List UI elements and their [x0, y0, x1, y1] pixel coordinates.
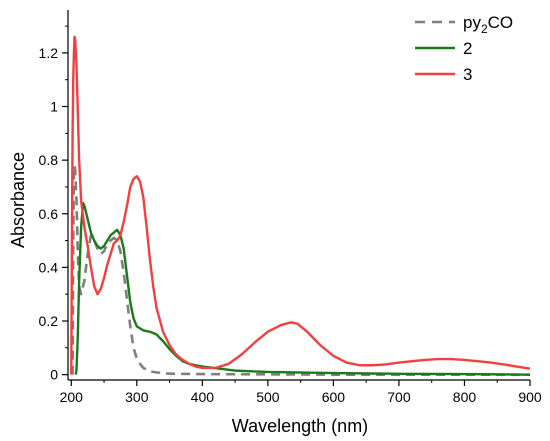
- y-axis-label: Absorbance: [8, 152, 28, 248]
- legend-label-3: 3: [463, 65, 472, 84]
- legend-label-1: py2CO: [463, 13, 513, 36]
- y-tick-label: 1.2: [39, 45, 59, 61]
- legend-label-2: 2: [463, 39, 472, 58]
- series-line-2: [74, 201, 531, 376]
- x-tick-label: 300: [125, 389, 149, 405]
- axis-layer: 200 300 400 500 600 700 800 900 0 0.2 0.4 0.6 0.8 1 1.…: [39, 10, 542, 405]
- y-tick-label: 0.6: [39, 206, 59, 222]
- x-tick-label: 200: [60, 389, 84, 405]
- x-tick-label: 700: [387, 389, 411, 405]
- x-tick-label: 500: [256, 389, 280, 405]
- y-tick-label: 0.8: [39, 152, 59, 168]
- x-tick-label: 400: [191, 389, 215, 405]
- x-axis-label: Wavelength (nm): [232, 416, 368, 436]
- x-tick-label: 900: [518, 389, 542, 405]
- legend: py2CO 2 3: [415, 13, 513, 84]
- series-layer: [70, 35, 531, 376]
- series-line-3: [70, 35, 531, 375]
- y-tick-label: 1: [50, 99, 58, 115]
- series-line-1: [71, 164, 530, 376]
- y-tick-label: 0.2: [39, 313, 59, 329]
- x-tick-label: 800: [453, 389, 477, 405]
- y-tick-label: 0: [50, 367, 58, 383]
- y-tick-label: 0.4: [39, 259, 59, 275]
- x-tick-label: 600: [322, 389, 346, 405]
